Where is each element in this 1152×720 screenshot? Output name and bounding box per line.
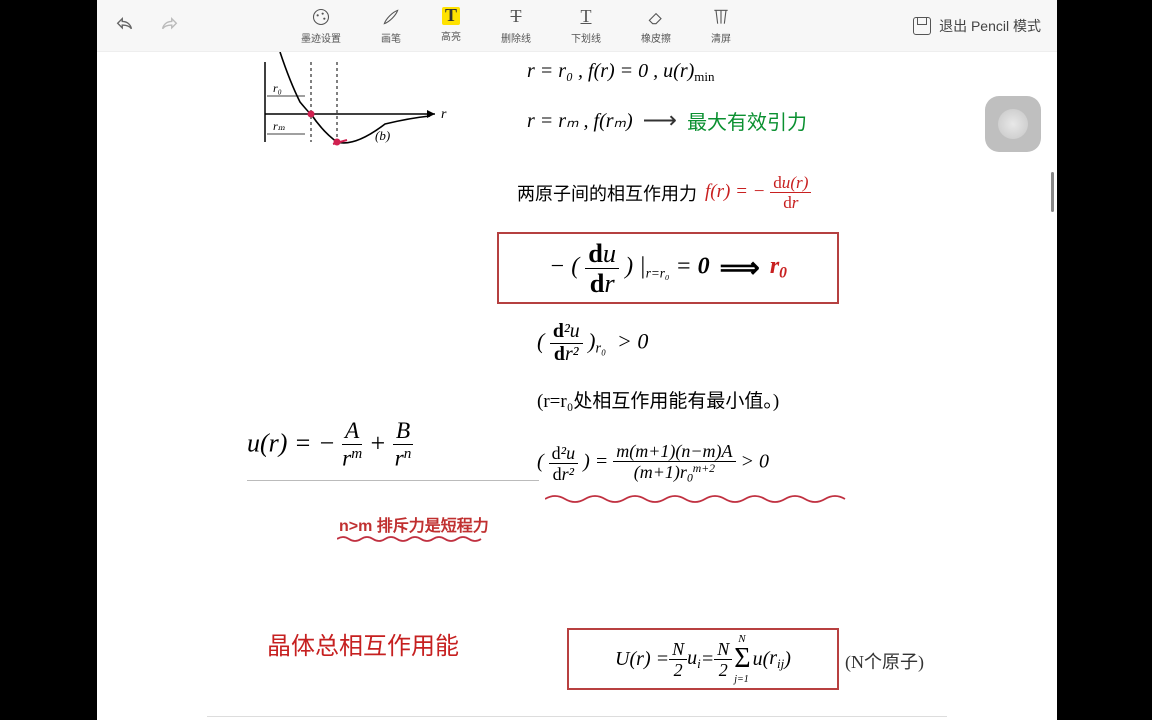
tool-label: 下划线 — [571, 30, 601, 45]
highlight-tool[interactable]: T 高亮 — [441, 7, 461, 45]
wavy-underline-2 — [545, 492, 855, 510]
ur-equation: u(r) = − Arm + Brn — [247, 420, 413, 471]
assistive-touch-button[interactable] — [985, 96, 1041, 152]
interaction-force-eq: 两原子间的相互作用力 f(r) = − du(r)dr — [517, 174, 811, 211]
scroll-indicator[interactable] — [1051, 172, 1054, 212]
brush-icon — [381, 7, 401, 27]
tool-label: 墨迹设置 — [301, 30, 341, 45]
undo-button[interactable] — [113, 14, 137, 38]
ur-underline — [247, 480, 539, 481]
boxed-equation-2: U(r) = N2 ui = N2 ΣNj=1 u(rij) — [567, 628, 839, 690]
exit-pencil-button[interactable]: 退出 Pencil 模式 — [913, 16, 1041, 36]
eraser-icon — [646, 7, 666, 27]
clear-tool[interactable]: 清屏 — [711, 7, 731, 45]
underline-tool[interactable]: T 下划线 — [571, 7, 601, 45]
save-icon — [913, 17, 931, 35]
tool-label: 高亮 — [441, 28, 461, 43]
redo-button[interactable] — [157, 14, 181, 38]
tool-label: 清屏 — [711, 30, 731, 45]
divider — [207, 716, 947, 717]
equation-rm: r = rₘ , f(rₘ) ⟶ 最大有效引力 — [527, 106, 807, 135]
highlight-icon: T — [442, 7, 460, 25]
svg-text:r₀: r₀ — [273, 81, 282, 95]
equation-r0: r = r₀ , f(r) = 0 , u(r)min — [527, 60, 715, 85]
strikethrough-icon: T — [506, 7, 526, 27]
svg-text:(b): (b) — [375, 128, 390, 143]
wavy-underline-1 — [337, 530, 482, 548]
document-content: r r₀ rₘ (b) r = r₀ , f(r) = 0 , u(r)min … — [97, 52, 1057, 720]
strikethrough-tool[interactable]: T 删除线 — [501, 7, 531, 45]
exit-label: 退出 Pencil 模式 — [939, 16, 1041, 36]
min-energy-note: (r=r₀处相互作用能有最小值。) — [537, 386, 779, 413]
section-title-total-energy: 晶体总相互作用能 — [267, 626, 459, 661]
second-deriv-eq: ( d²udr² )r₀ > 0 — [537, 322, 648, 365]
underline-icon: T — [576, 7, 596, 27]
tool-label: 画笔 — [381, 30, 401, 45]
clear-icon — [711, 7, 731, 27]
palette-icon — [311, 7, 331, 27]
svg-text:r: r — [441, 107, 447, 122]
ink-settings-tool[interactable]: 墨迹设置 — [301, 7, 341, 45]
svg-text:rₘ: rₘ — [273, 119, 286, 133]
force-curve-graph: r r₀ rₘ (b) — [255, 52, 455, 197]
tool-label: 删除线 — [501, 30, 531, 45]
brush-tool[interactable]: 画笔 — [381, 7, 401, 45]
toolbar: 墨迹设置 画笔 T 高亮 T 删除线 T 下划线 — [97, 0, 1057, 52]
eraser-tool[interactable]: 橡皮擦 — [641, 7, 671, 45]
second-deriv-expansion: ( d²udr² ) = m(m+1)(n−m)A(m+1)r0m+2 > 0 — [537, 442, 769, 484]
boxed-equation-1: − ( dudr ) |r=r₀ = 0 ⟹ r0 — [497, 232, 839, 304]
handwritten-note: (N个原子) — [845, 648, 924, 674]
tool-label: 橡皮擦 — [641, 30, 671, 45]
